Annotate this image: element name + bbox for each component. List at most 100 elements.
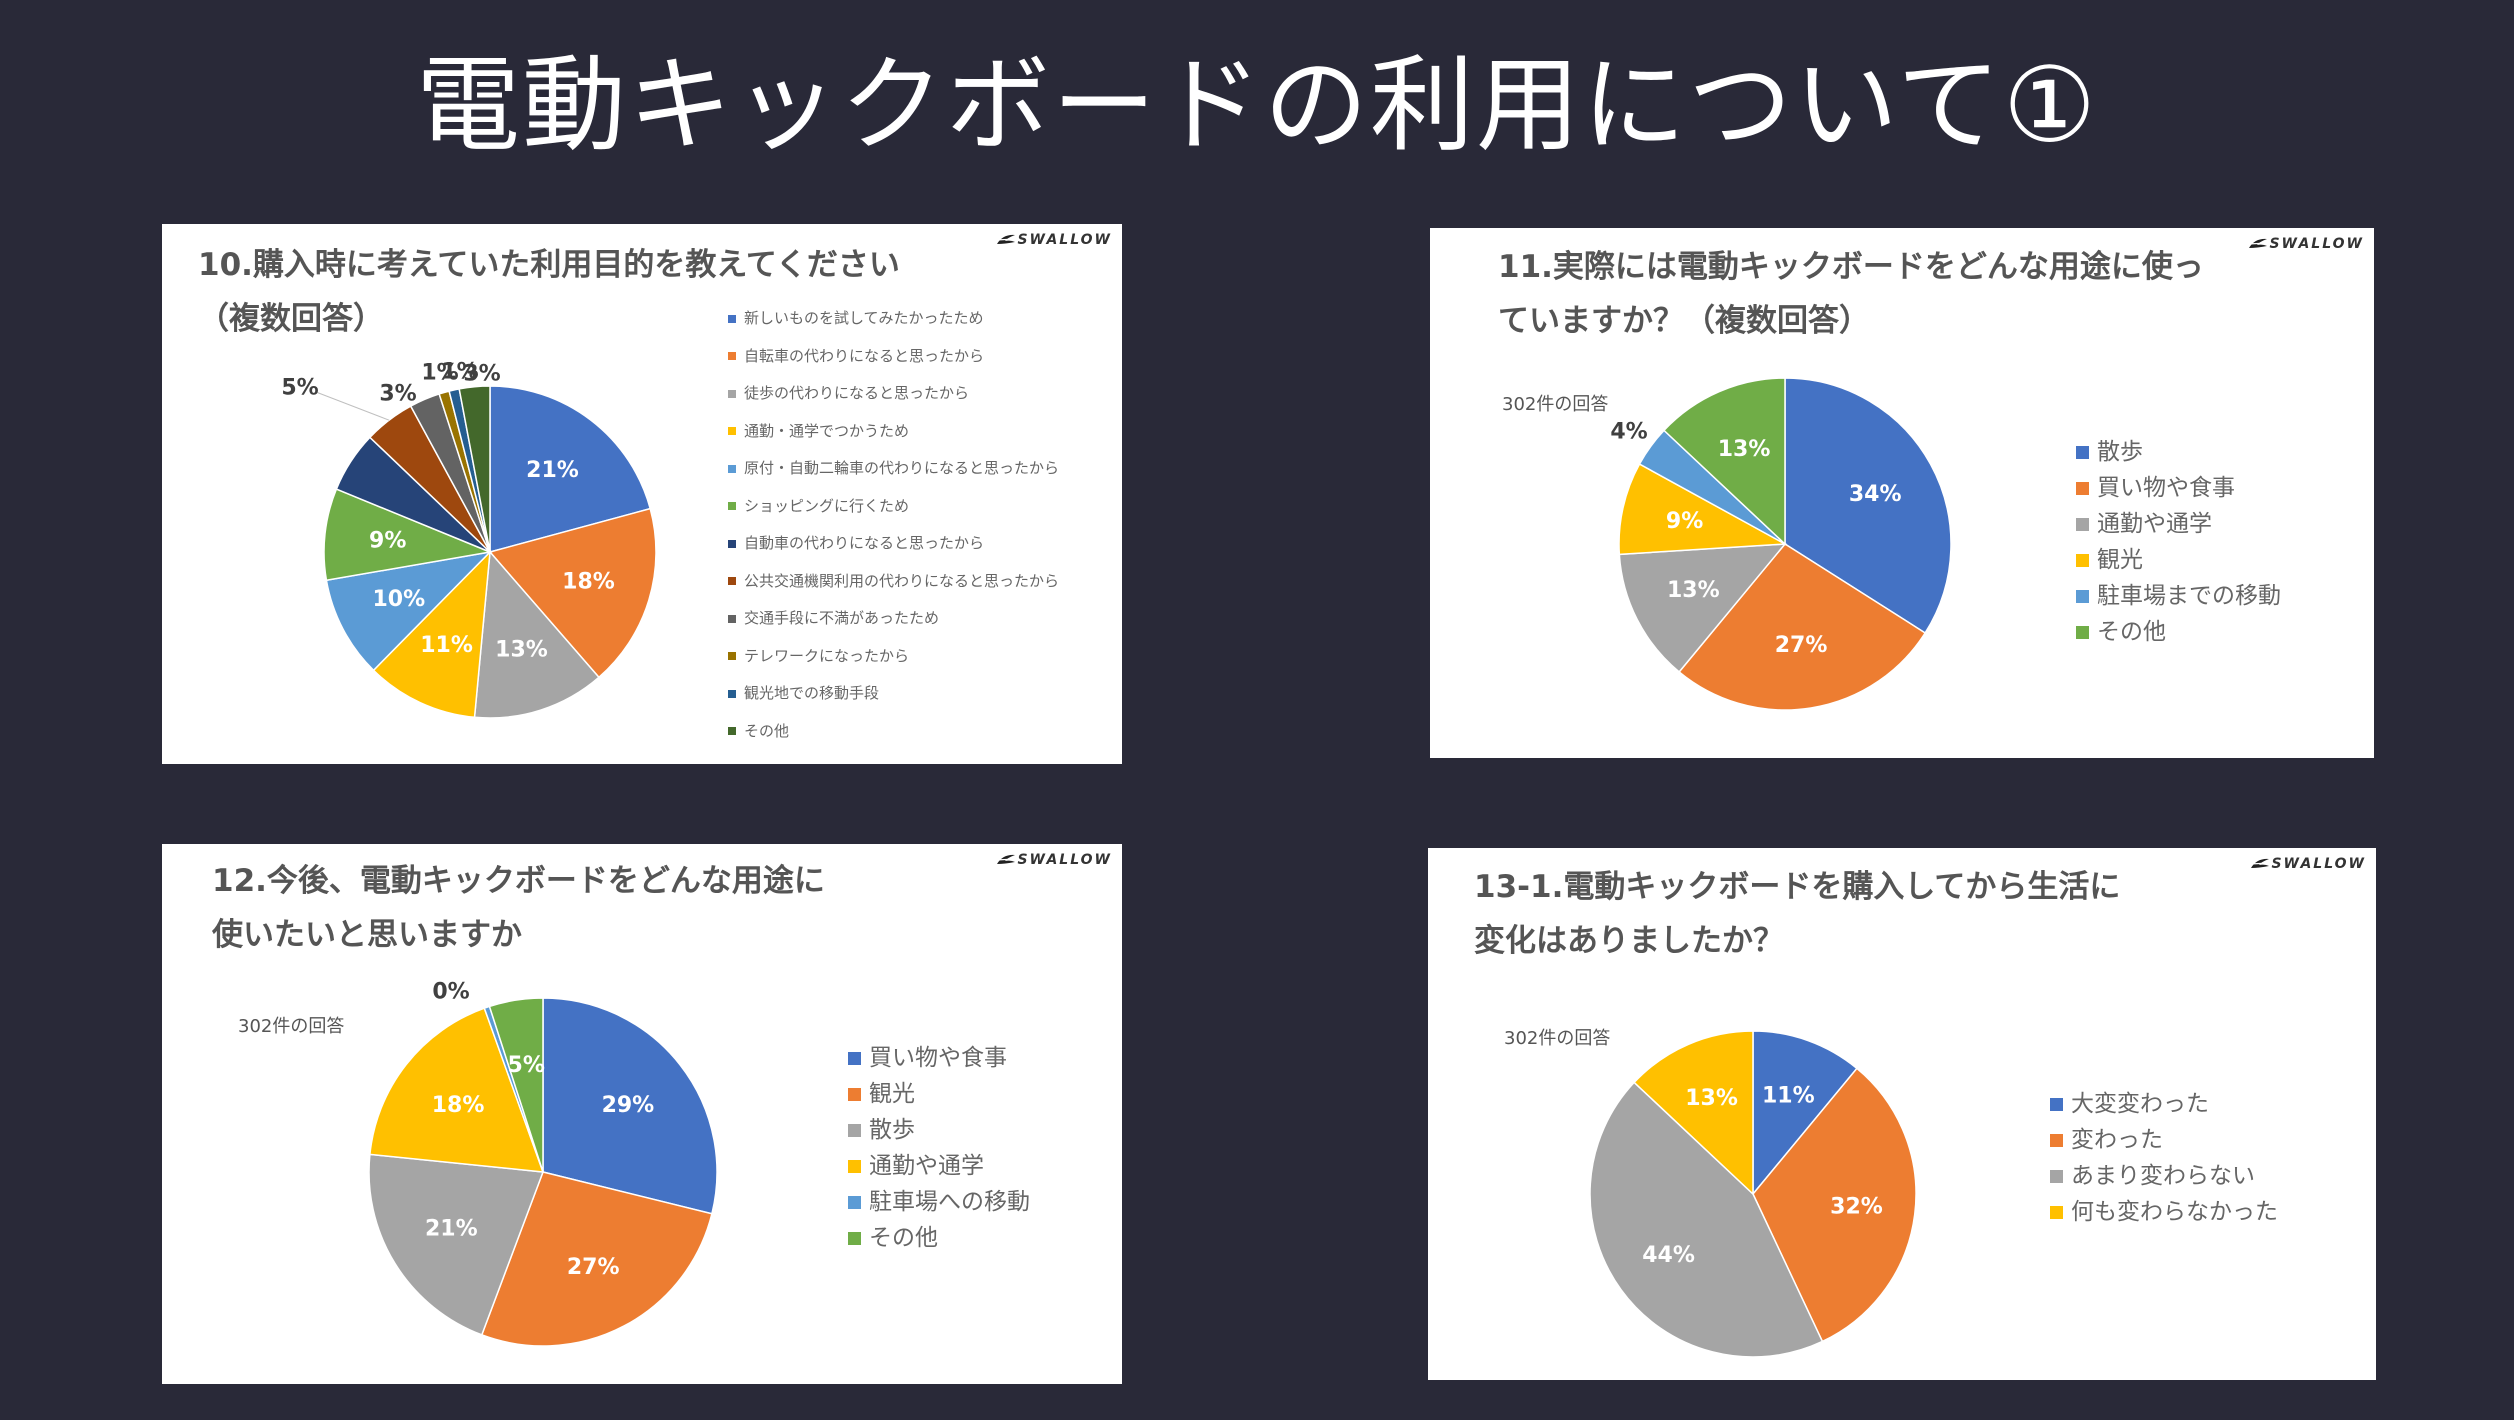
legend-item: 大変変わった xyxy=(2050,1086,2278,1122)
legend-label: 駐車場までの移動 xyxy=(2097,583,2281,609)
pie-slice-1 xyxy=(489,385,652,553)
data-label-slice-4: 9% xyxy=(1666,509,1703,534)
data-label-slice-2: 27% xyxy=(1775,633,1828,658)
pie-slice-3 xyxy=(473,550,600,719)
legend-swatch xyxy=(728,727,736,735)
chart-title-line-1: 12.今後、電動キックボードをどんな用途に xyxy=(212,863,825,899)
legend-item: 買い物や食事 xyxy=(2076,470,2281,506)
chart-title-line-2: （複数回答） xyxy=(198,301,384,337)
legend-label: 散歩 xyxy=(2097,439,2143,465)
legend-label: 買い物や食事 xyxy=(869,1045,1007,1071)
legend-swatch xyxy=(728,352,736,360)
data-label-slice-6: 5% xyxy=(508,1053,545,1078)
brand-name: SWALLOW xyxy=(1017,232,1112,248)
legend-item: 徒歩の代わりになると思ったから xyxy=(728,375,1059,413)
legend-label: ショッピングに行くため xyxy=(744,496,910,515)
pie-slice-4 xyxy=(1633,1030,1754,1196)
legend-item: その他 xyxy=(848,1220,1030,1256)
pie-slice-1 xyxy=(1784,377,1952,634)
legend-swatch xyxy=(2050,1170,2063,1183)
chart-title-line-1: 13-1.電動キックボードを購入してから生活に xyxy=(1474,869,2121,905)
legend-swatch xyxy=(728,389,736,398)
legend-label: その他 xyxy=(744,721,790,740)
chart-panel-future-use: 12.今後、電動キックボードをどんな用途に 使いたいと思いますか SWALLOW… xyxy=(162,844,1122,1384)
data-label-slice-8: 5% xyxy=(281,376,318,401)
legend-label: 交通手段に不満があったため xyxy=(744,609,940,627)
legend-label: 通勤・通学でつかうため xyxy=(744,421,910,440)
legend-label: 新しいものを試してみたかったため xyxy=(744,309,984,327)
legend-swatch xyxy=(728,502,736,510)
legend-swatch xyxy=(2076,590,2089,603)
legend-swatch xyxy=(848,1088,861,1101)
pie-slice-6 xyxy=(488,997,544,1173)
legend-swatch xyxy=(2076,554,2089,567)
legend-swatch xyxy=(848,1052,861,1065)
legend-item: 観光地での移動手段 xyxy=(728,675,1059,713)
pie-slice-3 xyxy=(1589,1081,1824,1358)
data-label-slice-6: 9% xyxy=(369,528,406,553)
brand-name: SWALLOW xyxy=(1017,852,1112,868)
legend-label: 大変変わった xyxy=(2071,1091,2209,1117)
data-label-slice-10: 1% xyxy=(421,361,458,386)
chart-legend: 散歩買い物や食事 通勤や通学観光駐車場までの移動その他 xyxy=(2076,434,2281,650)
brand-name: SWALLOW xyxy=(2269,236,2364,252)
data-label-slice-6: 13% xyxy=(1718,437,1771,462)
legend-label: 公共交通機関利用の代わりになると思ったから xyxy=(744,571,1060,590)
legend-item: 新しいものを試してみたかったため xyxy=(728,300,1059,338)
data-label-slice-4: 11% xyxy=(420,633,473,658)
legend-swatch xyxy=(728,539,736,548)
legend-item: 散歩 xyxy=(2076,434,2281,470)
response-count: 302件の回答 xyxy=(1504,1028,1611,1049)
leader-line xyxy=(315,391,390,421)
legend-swatch xyxy=(2050,1134,2063,1147)
legend-label: 自動車の代わりになると思ったから xyxy=(744,534,985,552)
chart-title-line-1: 10.購入時に考えていた利用目的を教えてください xyxy=(198,247,900,283)
legend-item: 駐車場までの移動 xyxy=(2076,578,2281,614)
data-label-slice-3: 13% xyxy=(1667,578,1720,603)
legend-swatch xyxy=(728,427,736,435)
pie-chart: 34% 27% 13% 9% 4% 13% xyxy=(1610,377,1952,711)
data-label-slice-5: 0% xyxy=(432,980,469,1005)
legend-label: あまり変わらない xyxy=(2071,1163,2255,1189)
chart-title: 11.実際には電動キックボードをどんな用途に使っ ていますか？（複数回答） xyxy=(1498,240,2204,348)
chart-title: 10.購入時に考えていた利用目的を教えてください （複数回答） xyxy=(198,238,900,346)
pie-chart: 29% 27% 21% 18% 0% 5% xyxy=(368,980,718,1347)
data-label-slice-12: 3% xyxy=(463,362,500,387)
legend-swatch xyxy=(728,314,736,323)
swallow-logo: SWALLOW xyxy=(995,232,1112,248)
legend-swatch xyxy=(848,1160,861,1173)
legend-label: 変わった xyxy=(2071,1127,2163,1153)
pie-slice-5 xyxy=(325,550,493,672)
pie-chart: 11% 32% 44% 13% xyxy=(1589,1030,1917,1358)
legend-swatch xyxy=(848,1124,861,1137)
legend-swatch xyxy=(728,652,736,660)
swallow-logo: SWALLOW xyxy=(2247,236,2364,252)
response-count: 302件の回答 xyxy=(238,1016,345,1037)
legend-label: 通勤や通学 xyxy=(869,1153,984,1179)
legend-label: 自転車の代わりになると思ったから xyxy=(744,346,985,365)
pie-slice-4 xyxy=(369,1007,545,1173)
legend-swatch xyxy=(2076,626,2089,639)
swallow-bird-icon xyxy=(2250,858,2271,868)
legend-swatch xyxy=(2076,446,2089,459)
legend-label: 何も変わらなかった xyxy=(2071,1199,2278,1225)
legend-item: 何も変わらなかった xyxy=(2050,1194,2278,1230)
legend-swatch xyxy=(728,614,736,623)
legend-item: 原付・自動二輪車の代わりになると思ったから xyxy=(728,450,1059,488)
data-label-slice-5: 10% xyxy=(372,587,425,612)
chart-panel-purpose: 10.購入時に考えていた利用目的を教えてください （複数回答） SWALLOW … xyxy=(162,224,1122,764)
data-label-slice-9: 3% xyxy=(379,382,416,407)
legend-item: その他 xyxy=(2076,614,2281,650)
legend-label: 観光 xyxy=(2097,547,2143,573)
response-count: 302件の回答 xyxy=(1502,394,1609,415)
legend-item: 自転車の代わりになると思ったから xyxy=(728,338,1059,376)
legend-swatch xyxy=(848,1232,861,1245)
pie-slice-1 xyxy=(1752,1030,1858,1197)
pie-chart: 21%18%13%11%10%9%5% 3%1%1%3% xyxy=(281,360,657,719)
page-title: 電動キックボードの利用について① xyxy=(415,44,2099,166)
legend-item: 通勤や通学 xyxy=(2076,506,2281,542)
pie-slice-3 xyxy=(1618,543,1787,673)
pie-slice-6 xyxy=(323,488,493,582)
legend-item: 買い物や食事 xyxy=(848,1040,1030,1076)
data-label-slice-4: 18% xyxy=(432,1093,485,1118)
